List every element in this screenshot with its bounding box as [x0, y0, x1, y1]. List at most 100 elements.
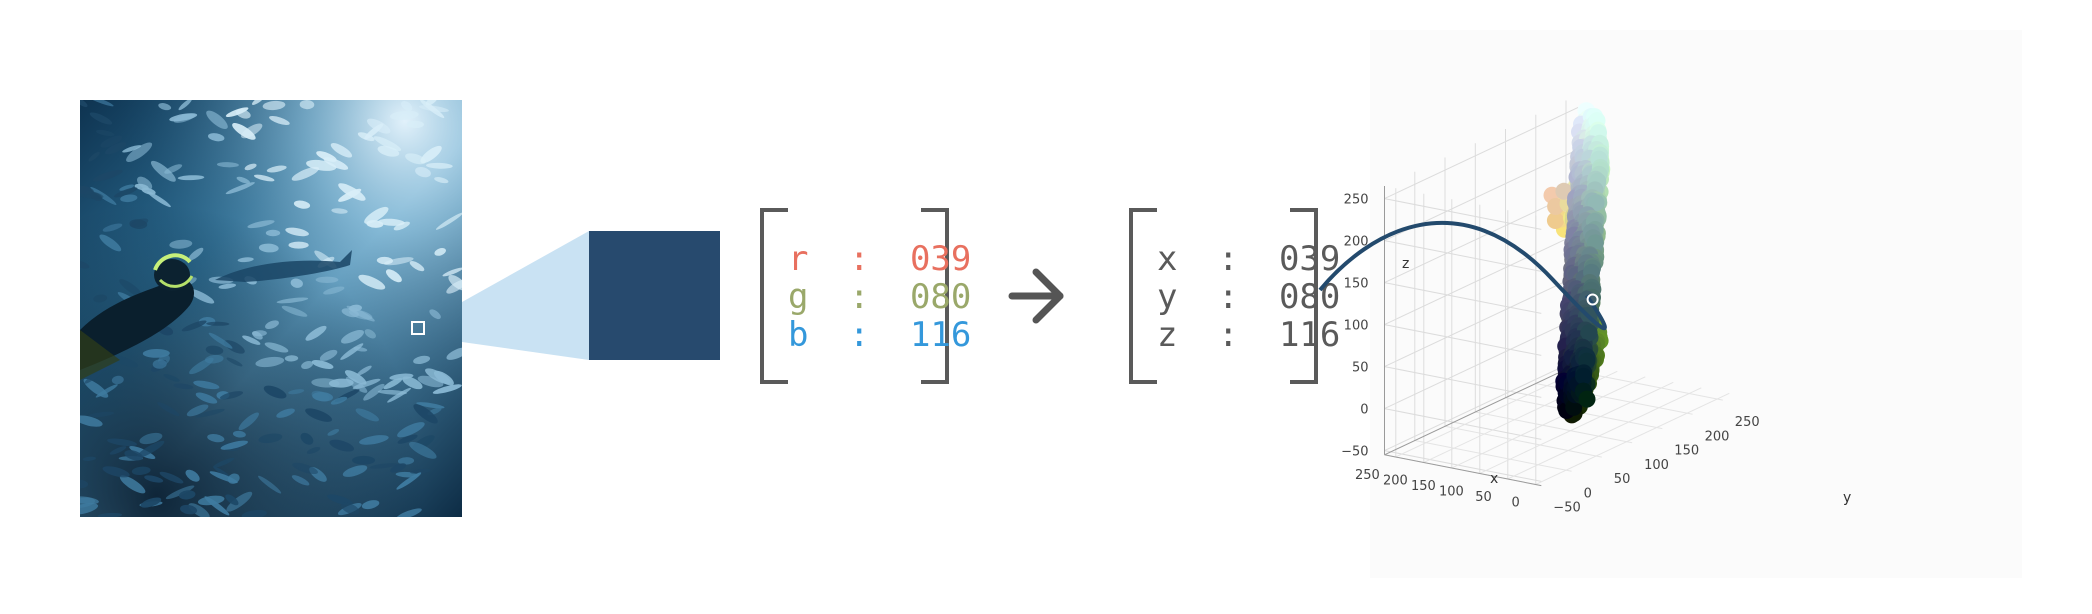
b-label: b: [788, 315, 808, 355]
fish-shape: [193, 380, 220, 390]
fish-shape: [305, 325, 327, 341]
fish-shape: [80, 479, 89, 489]
fish-shape: [95, 384, 118, 398]
fish-shape: [205, 345, 224, 355]
svg-text:g : 080: g : 080: [788, 277, 971, 317]
fish-shape: [330, 143, 353, 158]
z-tick-label: 150: [1344, 277, 1369, 292]
fish-shape: [446, 279, 462, 294]
y-tick-label: 100: [1644, 458, 1669, 473]
grid-line: [1384, 366, 1542, 398]
fish-shape: [378, 218, 405, 226]
fish-shape: [109, 446, 127, 455]
fish-shape: [141, 187, 156, 195]
x-tick-label: 50: [1475, 490, 1492, 505]
fish-shape: [300, 432, 314, 445]
fish-shape: [401, 100, 413, 112]
grid-line: [1444, 425, 1602, 458]
fish-shape: [188, 288, 215, 304]
x-tick-label: 250: [1355, 468, 1380, 483]
fish-shape: [288, 241, 309, 249]
fish-shape: [237, 257, 254, 263]
fish-shape: [195, 408, 225, 418]
fish-shape: [426, 162, 453, 169]
fish-shape: [327, 429, 340, 436]
fish-shape: [136, 440, 165, 458]
grid-line: [1384, 282, 1542, 314]
fish-shape: [169, 239, 193, 249]
grid-line: [1384, 450, 1542, 482]
fish-shape: [323, 286, 345, 295]
right-bracket: [1290, 208, 1318, 384]
grid-line: [1384, 190, 1579, 284]
y-label: y: [1157, 277, 1177, 317]
left-bracket: [760, 208, 788, 384]
r-value: 039: [910, 239, 971, 279]
fish-shape: [84, 370, 102, 384]
fish-shape: [241, 123, 263, 139]
fish-shape: [402, 376, 423, 390]
fish-shape: [420, 145, 442, 164]
z-tick-label: 250: [1344, 193, 1369, 208]
fish-shape: [416, 402, 445, 409]
fish-shape: [291, 475, 310, 486]
source-photo: [80, 100, 462, 517]
fish-shape: [397, 457, 415, 465]
fish-shape: [442, 267, 462, 277]
fish-shape: [409, 441, 437, 459]
fish-shape: [393, 221, 410, 231]
grid-line: [1384, 106, 1579, 200]
fish-shape: [163, 374, 180, 382]
fish-shape: [209, 471, 238, 484]
fish-shape: [418, 105, 449, 113]
grid-line: [1384, 274, 1579, 368]
fish-shape: [264, 342, 289, 353]
fish-shape: [111, 355, 138, 368]
fish-shape: [373, 136, 402, 151]
data-point: [1587, 194, 1605, 212]
fish-shape: [251, 100, 265, 105]
fish-shape: [220, 440, 249, 450]
fish-shape: [80, 260, 90, 269]
y-tick-label: 200: [1705, 429, 1730, 444]
fish-shape: [397, 422, 425, 438]
fish-shape: [181, 320, 207, 332]
y-value: 080: [1279, 277, 1340, 317]
fish-shape: [285, 227, 309, 237]
grid-line: [1475, 411, 1633, 444]
chart-ticks: 050100150200250−50050100150200250−500501…: [1341, 193, 1760, 516]
fish-shape: [119, 184, 135, 191]
fish-shape: [344, 370, 367, 385]
grid-line: [1384, 232, 1579, 326]
fish-shape: [356, 365, 372, 376]
y-tick-label: 0: [1584, 486, 1592, 501]
fish-shape: [364, 329, 376, 339]
fish-shape: [86, 100, 114, 107]
grid-line: [1384, 408, 1542, 440]
fish-shape: [389, 373, 414, 381]
shark-figure: [215, 250, 352, 282]
fish-shape: [434, 177, 449, 184]
fish-shape: [262, 100, 286, 111]
z-label: z: [1157, 315, 1177, 355]
fish-shape: [88, 151, 100, 162]
fish-shape: [413, 355, 431, 365]
z-tick-label: 50: [1352, 361, 1369, 376]
data-point: [1580, 324, 1598, 342]
rgb-vector: r : 039 g : 080 b : 116: [760, 208, 971, 384]
fish-shape: [409, 261, 425, 272]
fish-shape: [80, 100, 88, 108]
g-value: 080: [910, 277, 971, 317]
fish-shape: [92, 169, 123, 182]
fish-shape: [434, 248, 446, 256]
fish-shape: [144, 475, 164, 483]
grid-line: [1451, 376, 1646, 469]
fish-shape: [157, 402, 180, 417]
fish-shape: [99, 234, 122, 252]
fish-shape: [219, 391, 244, 400]
fish-shape: [319, 349, 338, 361]
fish-shape: [253, 174, 275, 182]
pixel-swatch: [589, 231, 720, 360]
fish-shape: [425, 100, 438, 106]
